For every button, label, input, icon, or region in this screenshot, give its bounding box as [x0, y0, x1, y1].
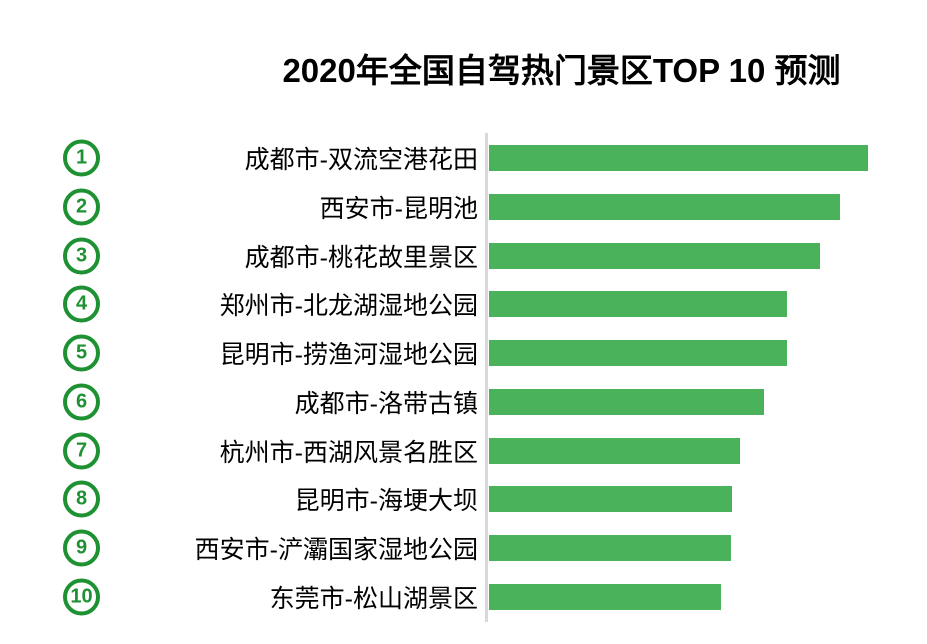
rank-badge: 3 [63, 237, 100, 275]
rank-badge: 8 [63, 480, 100, 518]
category-label: 杭州市-西湖风景名胜区 [219, 439, 478, 467]
chart-row: 3 成都市-桃花故里景区 [0, 232, 927, 280]
rank-badge: 9 [63, 529, 100, 567]
category-label: 东莞市-松山湖景区 [269, 585, 478, 613]
bar [489, 535, 731, 561]
category-label: 成都市-双流空港花田 [244, 146, 478, 174]
category-label: 西安市-浐灞国家湿地公园 [194, 536, 478, 564]
bar [489, 438, 740, 464]
bar [489, 340, 787, 366]
chart-row: 2 西安市-昆明池 [0, 183, 927, 231]
bar [489, 486, 732, 512]
bar [489, 291, 787, 317]
rank-badge: 10 [63, 578, 100, 616]
category-label: 郑州市-北龙湖湿地公园 [219, 292, 478, 320]
rank-badge: 2 [63, 188, 100, 226]
category-label: 西安市-昆明池 [319, 195, 478, 223]
y-axis-baseline [485, 133, 488, 622]
chart-row: 9 西安市-浐灞国家湿地公园 [0, 524, 927, 572]
category-label: 成都市-桃花故里景区 [244, 244, 478, 272]
bar [489, 243, 820, 269]
bar [489, 584, 721, 610]
bar [489, 389, 764, 415]
category-label: 成都市-洛带古镇 [294, 390, 478, 418]
chart-row: 7 杭州市-西湖风景名胜区 [0, 427, 927, 475]
chart-row: 6 成都市-洛带古镇 [0, 378, 927, 426]
chart-row: 10 东莞市-松山湖景区 [0, 573, 927, 621]
rank-badge: 1 [63, 139, 100, 177]
category-label: 昆明市-海埂大坝 [294, 487, 478, 515]
chart-row: 5 昆明市-捞渔河湿地公园 [0, 329, 927, 377]
rank-badge: 5 [63, 334, 100, 372]
rank-badge: 6 [63, 383, 100, 421]
category-label: 昆明市-捞渔河湿地公园 [219, 341, 478, 369]
bar [489, 194, 840, 220]
bar [489, 145, 868, 171]
chart-title: 2020年全国自驾热门景区TOP 10 预测 [282, 52, 841, 89]
chart-row: 1 成都市-双流空港花田 [0, 134, 927, 182]
chart-row: 8 昆明市-海埂大坝 [0, 475, 927, 523]
rank-badge: 4 [63, 285, 100, 323]
chart-row: 4 郑州市-北龙湖湿地公园 [0, 280, 927, 328]
rank-badge: 7 [63, 432, 100, 470]
